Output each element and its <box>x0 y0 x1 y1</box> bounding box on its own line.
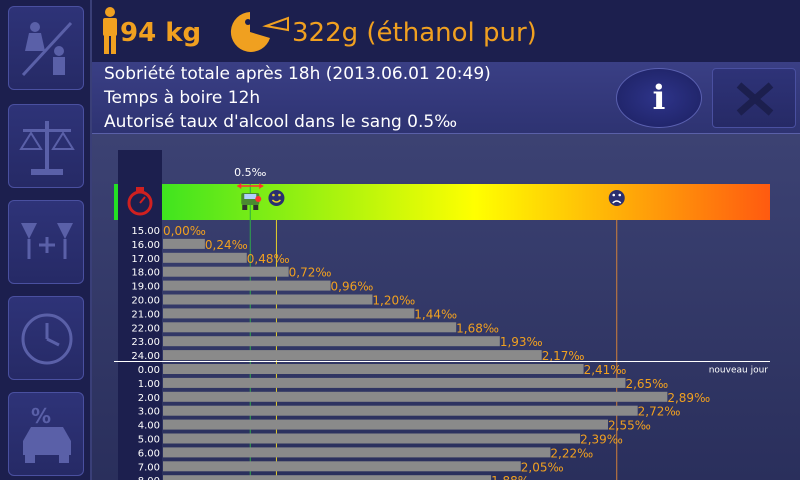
chart-bar <box>163 350 542 361</box>
limit-label: 0.5‰ <box>234 166 266 179</box>
chart-bar <box>163 238 205 249</box>
time-button[interactable] <box>8 296 84 380</box>
sad-face-icon <box>608 190 625 206</box>
time-label: 19.00 <box>131 282 160 293</box>
time-label: 1.00 <box>138 379 160 390</box>
bac-chart-svg: 0.5‰ 15.00 0,00‰16.00 0,24‰ 17.00 0,48‰ 18.00 0… <box>114 150 770 480</box>
car-icon-wheel-right <box>253 205 259 210</box>
chart-bar <box>163 447 551 458</box>
time-label: 15.00 <box>131 226 160 237</box>
chart-bar <box>163 294 373 305</box>
value-label: 2,41‰ <box>584 363 627 377</box>
chart-bar <box>163 377 626 388</box>
chart-bar <box>163 322 457 333</box>
chart-bar <box>163 475 492 480</box>
happy-face-icon <box>268 190 285 206</box>
sad-face-eye-right <box>618 193 622 197</box>
time-label: 17.00 <box>131 254 160 265</box>
bac-chart: 0.5‰ 15.00 0,00‰ 16.00 0,24‰ 17.00 0,48‰ 18.00 0… <box>92 134 800 480</box>
value-label: 2,05‰ <box>521 460 564 474</box>
chart-bar <box>163 419 609 430</box>
gender-button[interactable] <box>8 6 84 90</box>
time-label: 0.00 <box>138 365 160 376</box>
value-label: 1,88‰ <box>491 474 534 480</box>
time-label: 2.00 <box>138 393 160 404</box>
allowed-limit-text: Autorisé taux d'alcool dans le sang 0.5‰ <box>104 112 458 132</box>
chart-bar <box>163 280 331 291</box>
time-label: 24.00 <box>131 351 160 362</box>
value-label: 2,89‰ <box>667 391 710 405</box>
chart-bar <box>163 252 247 263</box>
time-label: 5.00 <box>138 435 160 446</box>
car-icon-wheel-left <box>242 205 248 210</box>
time-label: 16.00 <box>131 240 160 251</box>
info-button[interactable]: i <box>616 68 702 128</box>
time-label: 23.00 <box>131 337 160 348</box>
chart-bar <box>163 336 500 347</box>
clock-icon <box>21 313 73 365</box>
scale-icon <box>19 121 75 175</box>
time-label: 18.00 <box>131 268 160 279</box>
sobriety-text: Sobriété totale après 18h (2013.06.01 20… <box>104 64 491 84</box>
value-label: 2,17‰ <box>542 349 585 363</box>
add-drink-button[interactable] <box>8 200 84 284</box>
time-label: 3.00 <box>138 407 160 418</box>
value-label: 0,48‰ <box>247 252 290 266</box>
time-label: 8.00 <box>138 476 160 480</box>
ethanol-value: 322g (éthanol pur) <box>292 18 537 48</box>
car-permille-icon: % <box>23 404 71 463</box>
pacman-drinking-icon <box>230 12 289 52</box>
sad-face-frown <box>612 200 622 204</box>
value-label: 2,65‰ <box>625 377 668 391</box>
happy-face-eye-right <box>278 193 281 197</box>
gender-icon <box>21 21 73 77</box>
chart-bar <box>163 364 584 374</box>
value-label: 0,72‰ <box>289 266 332 280</box>
weight-button[interactable] <box>8 104 84 188</box>
glasses-plus-icon <box>21 223 73 259</box>
time-label: 7.00 <box>138 462 160 473</box>
value-label: 0,96‰ <box>331 280 374 294</box>
close-icon <box>736 82 774 116</box>
time-label: 20.00 <box>131 296 160 307</box>
happy-face-eye-left <box>272 193 275 197</box>
weight-value[interactable]: 94 kg <box>120 18 202 48</box>
close-button[interactable] <box>712 68 796 128</box>
value-label: 0,24‰ <box>205 238 248 252</box>
happy-face-smile <box>271 199 281 203</box>
info-panel: Sobriété totale après 18h (2013.06.01 20… <box>92 62 800 134</box>
drinking-time-text: Temps à boire 12h <box>104 88 261 108</box>
time-label: 22.00 <box>131 323 160 334</box>
sidebar: % <box>0 0 92 480</box>
chart-bar <box>163 308 415 319</box>
value-label: 0,00‰ <box>163 224 206 238</box>
value-label: 2,39‰ <box>580 433 623 447</box>
value-label: 2,55‰ <box>608 419 651 433</box>
chart-bar <box>163 461 521 472</box>
value-label: 1,93‰ <box>500 335 543 349</box>
chart-bar <box>163 433 581 444</box>
bac-gradient-bar <box>114 184 770 220</box>
time-label: 21.00 <box>131 309 160 320</box>
time-label: 6.00 <box>138 448 160 459</box>
chart-bar <box>163 266 289 277</box>
car-icon-window <box>244 194 257 199</box>
new-day-label: nouveau jour <box>709 366 769 376</box>
person-icon <box>103 7 117 54</box>
sad-face-eye-left <box>612 193 616 197</box>
value-label: 1,20‰ <box>372 294 415 308</box>
value-label: 1,68‰ <box>456 321 499 335</box>
svg-text:%: % <box>31 404 51 428</box>
value-label: 2,22‰ <box>550 446 593 460</box>
header: 94 kg 322g (éthanol pur) <box>92 0 800 62</box>
chart-bar <box>163 405 638 416</box>
value-label: 2,72‰ <box>638 405 681 419</box>
stopwatch-icon <box>127 187 153 216</box>
car-icon-light <box>255 196 262 202</box>
driving-button[interactable]: % <box>8 392 84 476</box>
time-label: 4.00 <box>138 421 160 432</box>
value-label: 1,44‰ <box>414 307 457 321</box>
chart-bar <box>163 391 668 402</box>
